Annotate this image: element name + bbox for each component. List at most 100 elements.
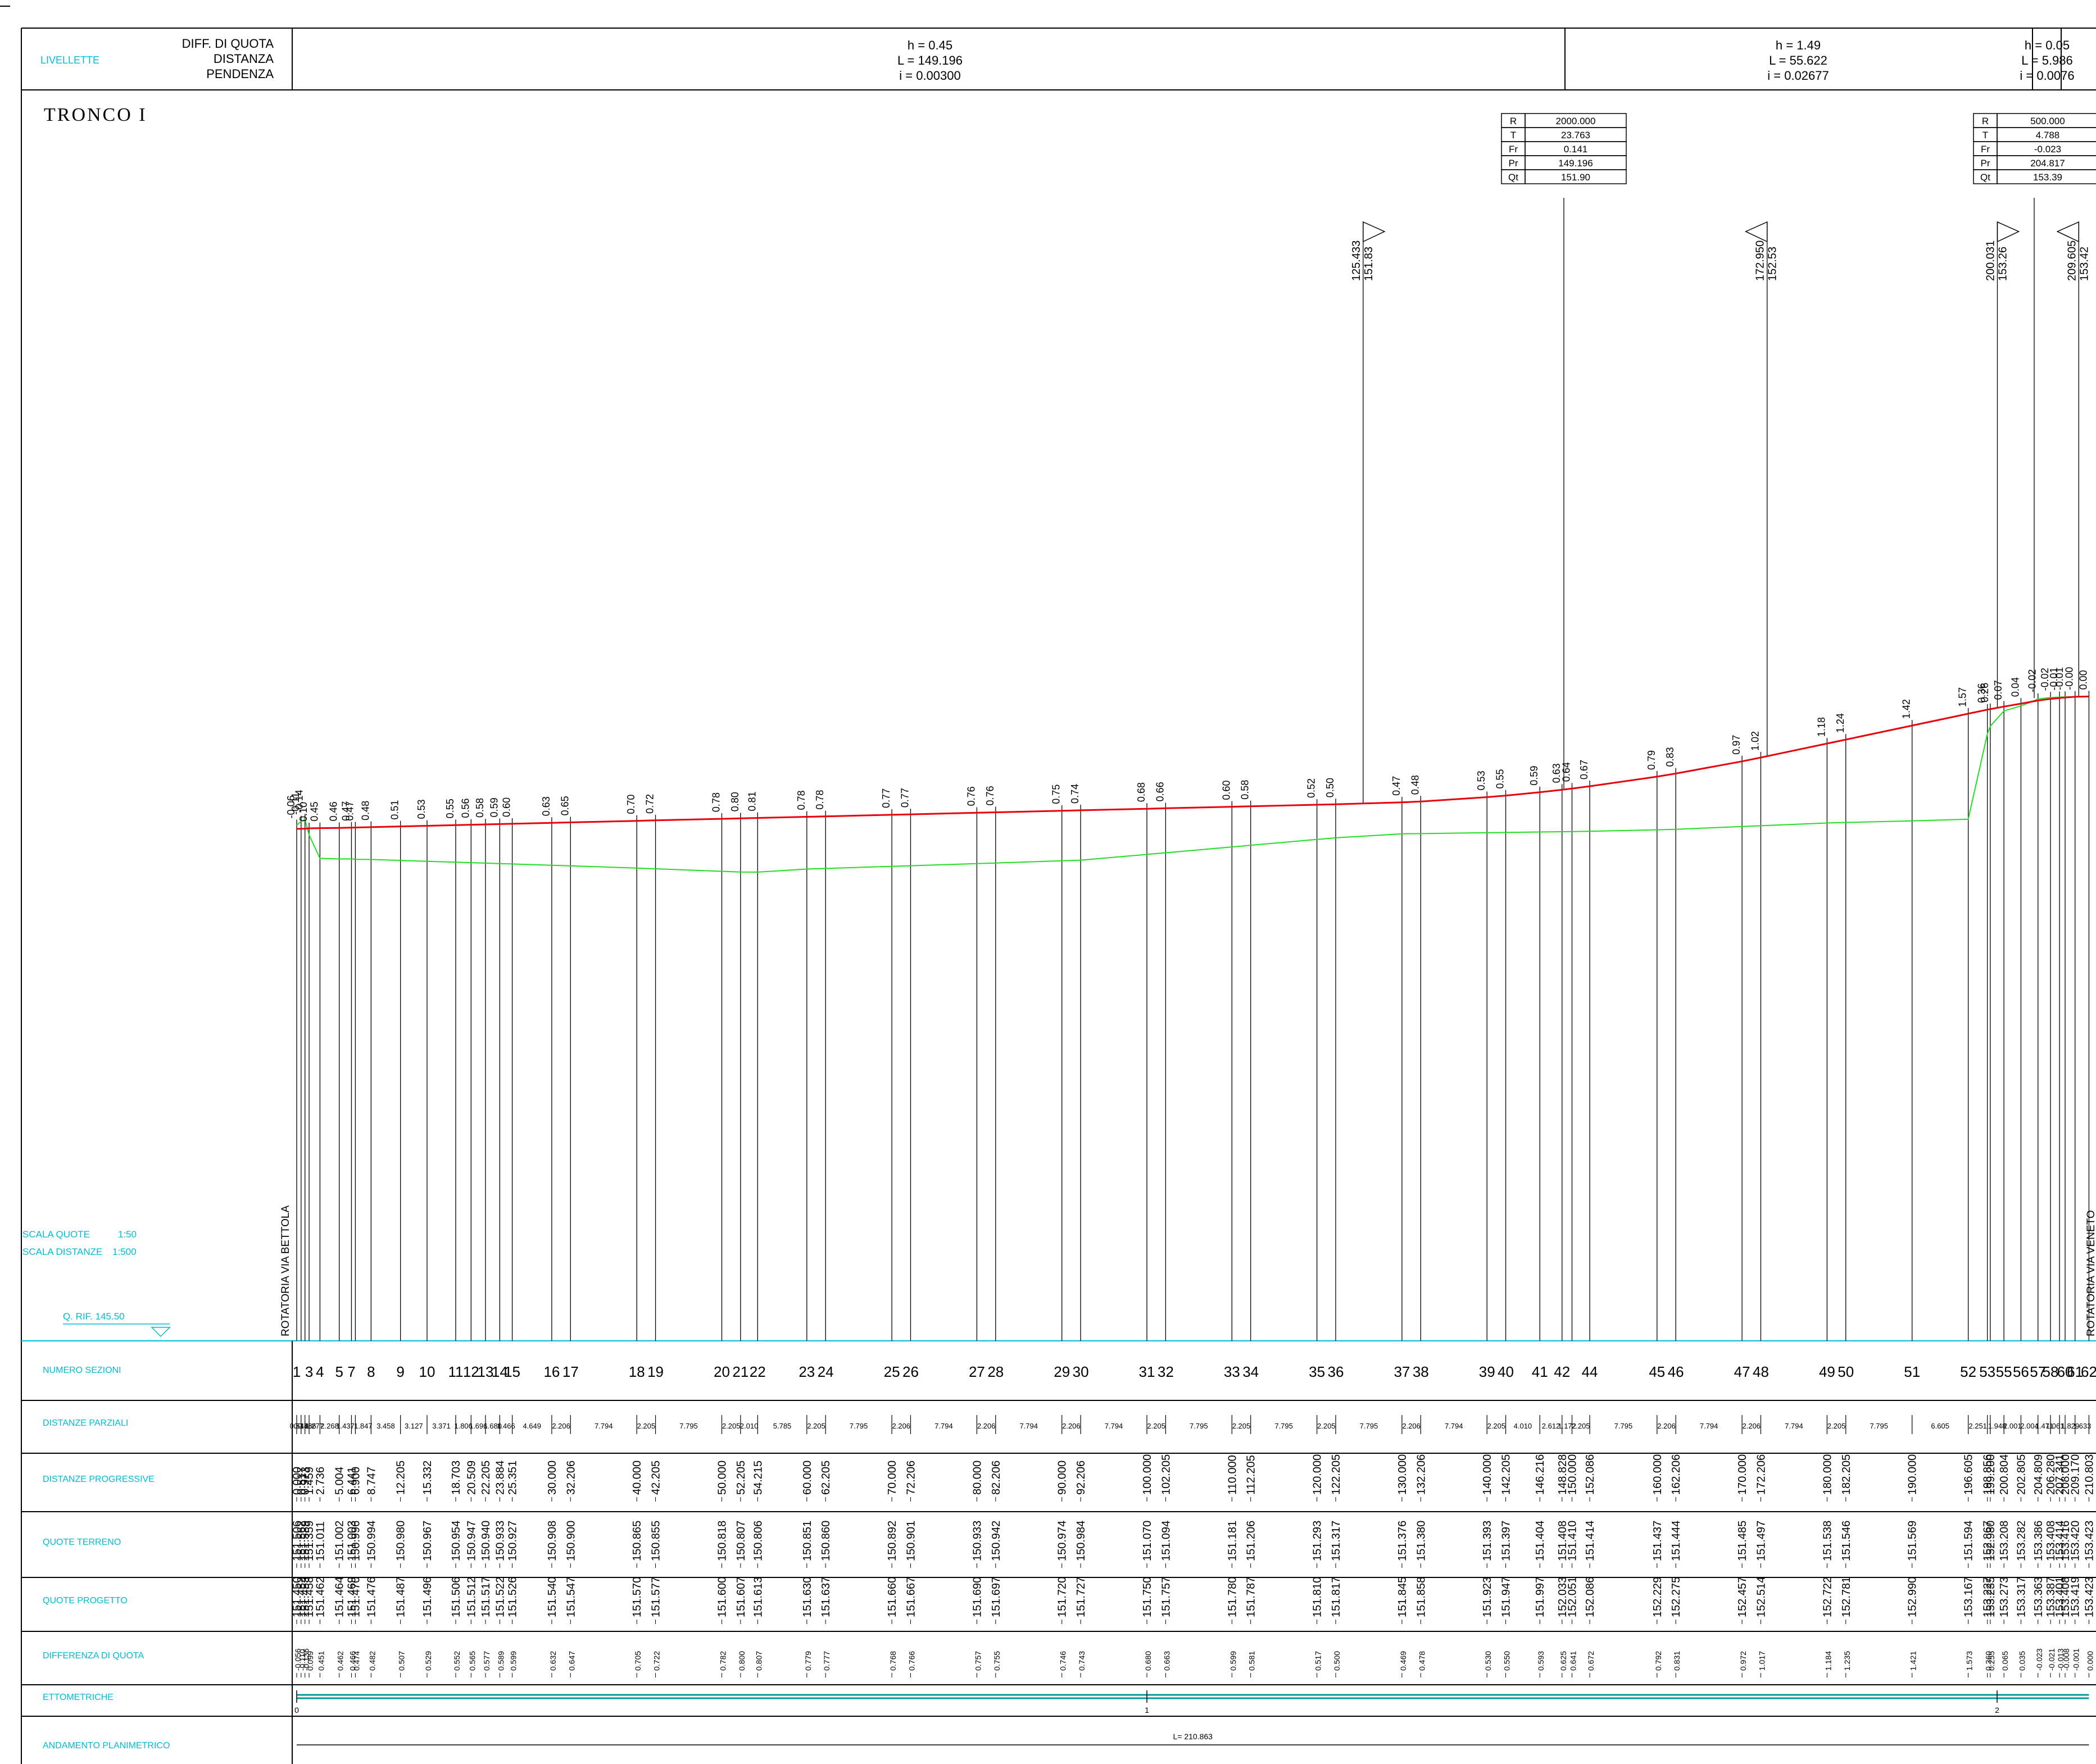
profile-diff-label: 0.51 <box>389 800 401 820</box>
elevation-difference: 0.831 <box>1672 1651 1681 1671</box>
elevation-difference: 1.235 <box>1843 1651 1852 1671</box>
section-number: 14 <box>492 1363 508 1380</box>
project-elevation: 151.540 <box>546 1577 559 1617</box>
section-number: 24 <box>818 1363 834 1380</box>
partial-distance: 2.206 <box>1743 1422 1761 1430</box>
section-number: 41 <box>1532 1363 1548 1380</box>
progressive-distance: 208.000 <box>2059 1454 2072 1495</box>
section-number: 31 <box>1139 1363 1155 1380</box>
section-number: 57 <box>2030 1363 2046 1380</box>
profile-diff-label: 0.78 <box>796 790 807 810</box>
ground-elevation: 153.386 <box>2033 1521 2045 1561</box>
elevation-difference: 0.529 <box>424 1651 433 1671</box>
profile-diff-label: 0.47 <box>340 801 351 821</box>
ground-elevation: 153.416 <box>2059 1521 2072 1561</box>
elevation-difference: 0.507 <box>397 1651 406 1671</box>
elevation-difference: 0.565 <box>468 1651 477 1671</box>
vc-value: 500.000 <box>2030 116 2065 126</box>
section-number: 30 <box>1073 1363 1089 1380</box>
ground-elevation: 150.860 <box>820 1521 832 1561</box>
profile-diff-label: 0.67 <box>1578 760 1590 779</box>
elevation-difference: 0.757 <box>973 1651 982 1671</box>
section-number: 33 <box>1224 1363 1240 1380</box>
distanza-label: DISTANZA <box>214 52 274 66</box>
ground-elevation: 150.942 <box>990 1521 1002 1561</box>
project-elevation: 152.086 <box>1584 1577 1596 1617</box>
ground-elevation: 151.293 <box>1312 1521 1324 1561</box>
profile-diff-label: 0.26 <box>1979 683 1990 702</box>
profile-diff-label: 0.64 <box>1561 762 1572 782</box>
section-title: TRONCO I <box>44 105 147 125</box>
project-elevation: 152.033 <box>1557 1577 1569 1617</box>
partial-distance: 2.206 <box>552 1422 570 1430</box>
ground-elevation: 151.397 <box>1500 1521 1513 1561</box>
profile-diff-label: 0.56 <box>460 799 471 818</box>
grade-1-h: h = 0.45 <box>908 38 952 52</box>
profile-diff-label: -0.02 <box>2039 668 2050 691</box>
scala-distanze-label: SCALA DISTANZE <box>22 1246 102 1257</box>
vertical-curve-tables: R 2000.000 T 23.763 Fr 0.141 Pr 149.196 Qt 151.90… <box>1501 113 2096 184</box>
section-number: 56 <box>2013 1363 2029 1380</box>
partial-distance: 7.794 <box>1105 1422 1123 1430</box>
project-elevation: 152.457 <box>1736 1577 1749 1617</box>
vc-key: T <box>1510 130 1516 140</box>
grade-3: h = 0.05 L = 5.986 i = 0.0076 <box>2020 38 2074 83</box>
elevation-difference: -0.013 <box>2056 1648 2065 1671</box>
progressive-distance: 42.205 <box>650 1461 663 1495</box>
section-number: 51 <box>1904 1363 1920 1380</box>
profile-diff-label: 0.76 <box>965 786 977 806</box>
profile-diff-label: 1.57 <box>1957 687 1968 707</box>
ground-elevation: 150.980 <box>395 1521 407 1561</box>
profile-diff-label: 0.79 <box>1646 750 1657 770</box>
progressive-distance: 20.509 <box>465 1461 478 1495</box>
ground-elevation: 150.974 <box>1056 1521 1069 1561</box>
project-elevation: 151.458 <box>303 1577 316 1617</box>
profile-diff-label: 0.59 <box>488 797 500 817</box>
progressive-distance: 102.205 <box>1160 1454 1172 1495</box>
progressive-distance: 12.205 <box>395 1461 407 1495</box>
scala-distanze-value: 1:500 <box>112 1246 137 1257</box>
project-elevation: 151.780 <box>1226 1577 1238 1617</box>
partial-distance: 2.205 <box>1487 1422 1506 1430</box>
project-elevation: 151.570 <box>631 1577 643 1617</box>
ground-elevation: 151.408 <box>1557 1521 1569 1561</box>
tangent-prog: 125.433 <box>1350 241 1363 281</box>
section-number: 21 <box>732 1363 748 1380</box>
progressive-distance: 1.459 <box>303 1467 316 1495</box>
elevation-difference: 0.777 <box>822 1651 831 1671</box>
progressive-distance: 112.205 <box>1245 1455 1258 1495</box>
progressive-distance: 196.605 <box>1963 1454 1975 1495</box>
tangent-triangle <box>1997 221 2020 243</box>
profile-diff-label: 0.07 <box>1993 680 2004 700</box>
elevation-difference: -0.110 <box>298 1649 307 1671</box>
ground-elevation: 150.908 <box>546 1521 559 1561</box>
ettometric-label: 0 <box>294 1706 299 1715</box>
elevation-difference: 0.099 <box>306 1651 315 1671</box>
project-elevation: 153.227 <box>1982 1577 1994 1617</box>
section-number: 12 <box>463 1363 479 1380</box>
grade-2-i: i = 0.02677 <box>1767 69 1829 83</box>
vc-value: 23.763 <box>1561 130 1590 140</box>
profile-diff-label: 0.45 <box>308 802 320 822</box>
elevation-difference: 0.705 <box>633 1651 642 1671</box>
section-number: 38 <box>1413 1363 1429 1380</box>
progressive-distance: 150.000 <box>1567 1454 1579 1495</box>
project-elevation: 151.450 <box>291 1577 303 1617</box>
elevation-difference: 0.755 <box>992 1651 1001 1671</box>
progressive-distance: 0.000 <box>291 1467 303 1495</box>
progressive-distance: 92.206 <box>1075 1461 1087 1495</box>
progressive-distance: 209.170 <box>2070 1454 2082 1495</box>
profile-diff-label: 0.80 <box>729 792 741 811</box>
project-elevation: 151.660 <box>886 1577 899 1617</box>
section-number: 23 <box>799 1363 815 1380</box>
tangent-quote: 153.42 <box>2078 247 2090 281</box>
section-number: 1 <box>293 1363 301 1380</box>
elevation-difference: 0.625 <box>1559 1651 1568 1671</box>
profile-diff-label: 0.68 <box>1136 782 1147 802</box>
pendenza-label: PENDENZA <box>206 67 274 81</box>
profile-diff-label: 0.75 <box>1051 784 1062 804</box>
progressive-distance: 142.205 <box>1500 1454 1513 1495</box>
end-label: ROTATORIA VIA VENETO <box>2085 1210 2096 1336</box>
ground-elevation: 151.359 <box>303 1521 316 1561</box>
ground-elevation: 151.437 <box>1652 1521 1664 1561</box>
